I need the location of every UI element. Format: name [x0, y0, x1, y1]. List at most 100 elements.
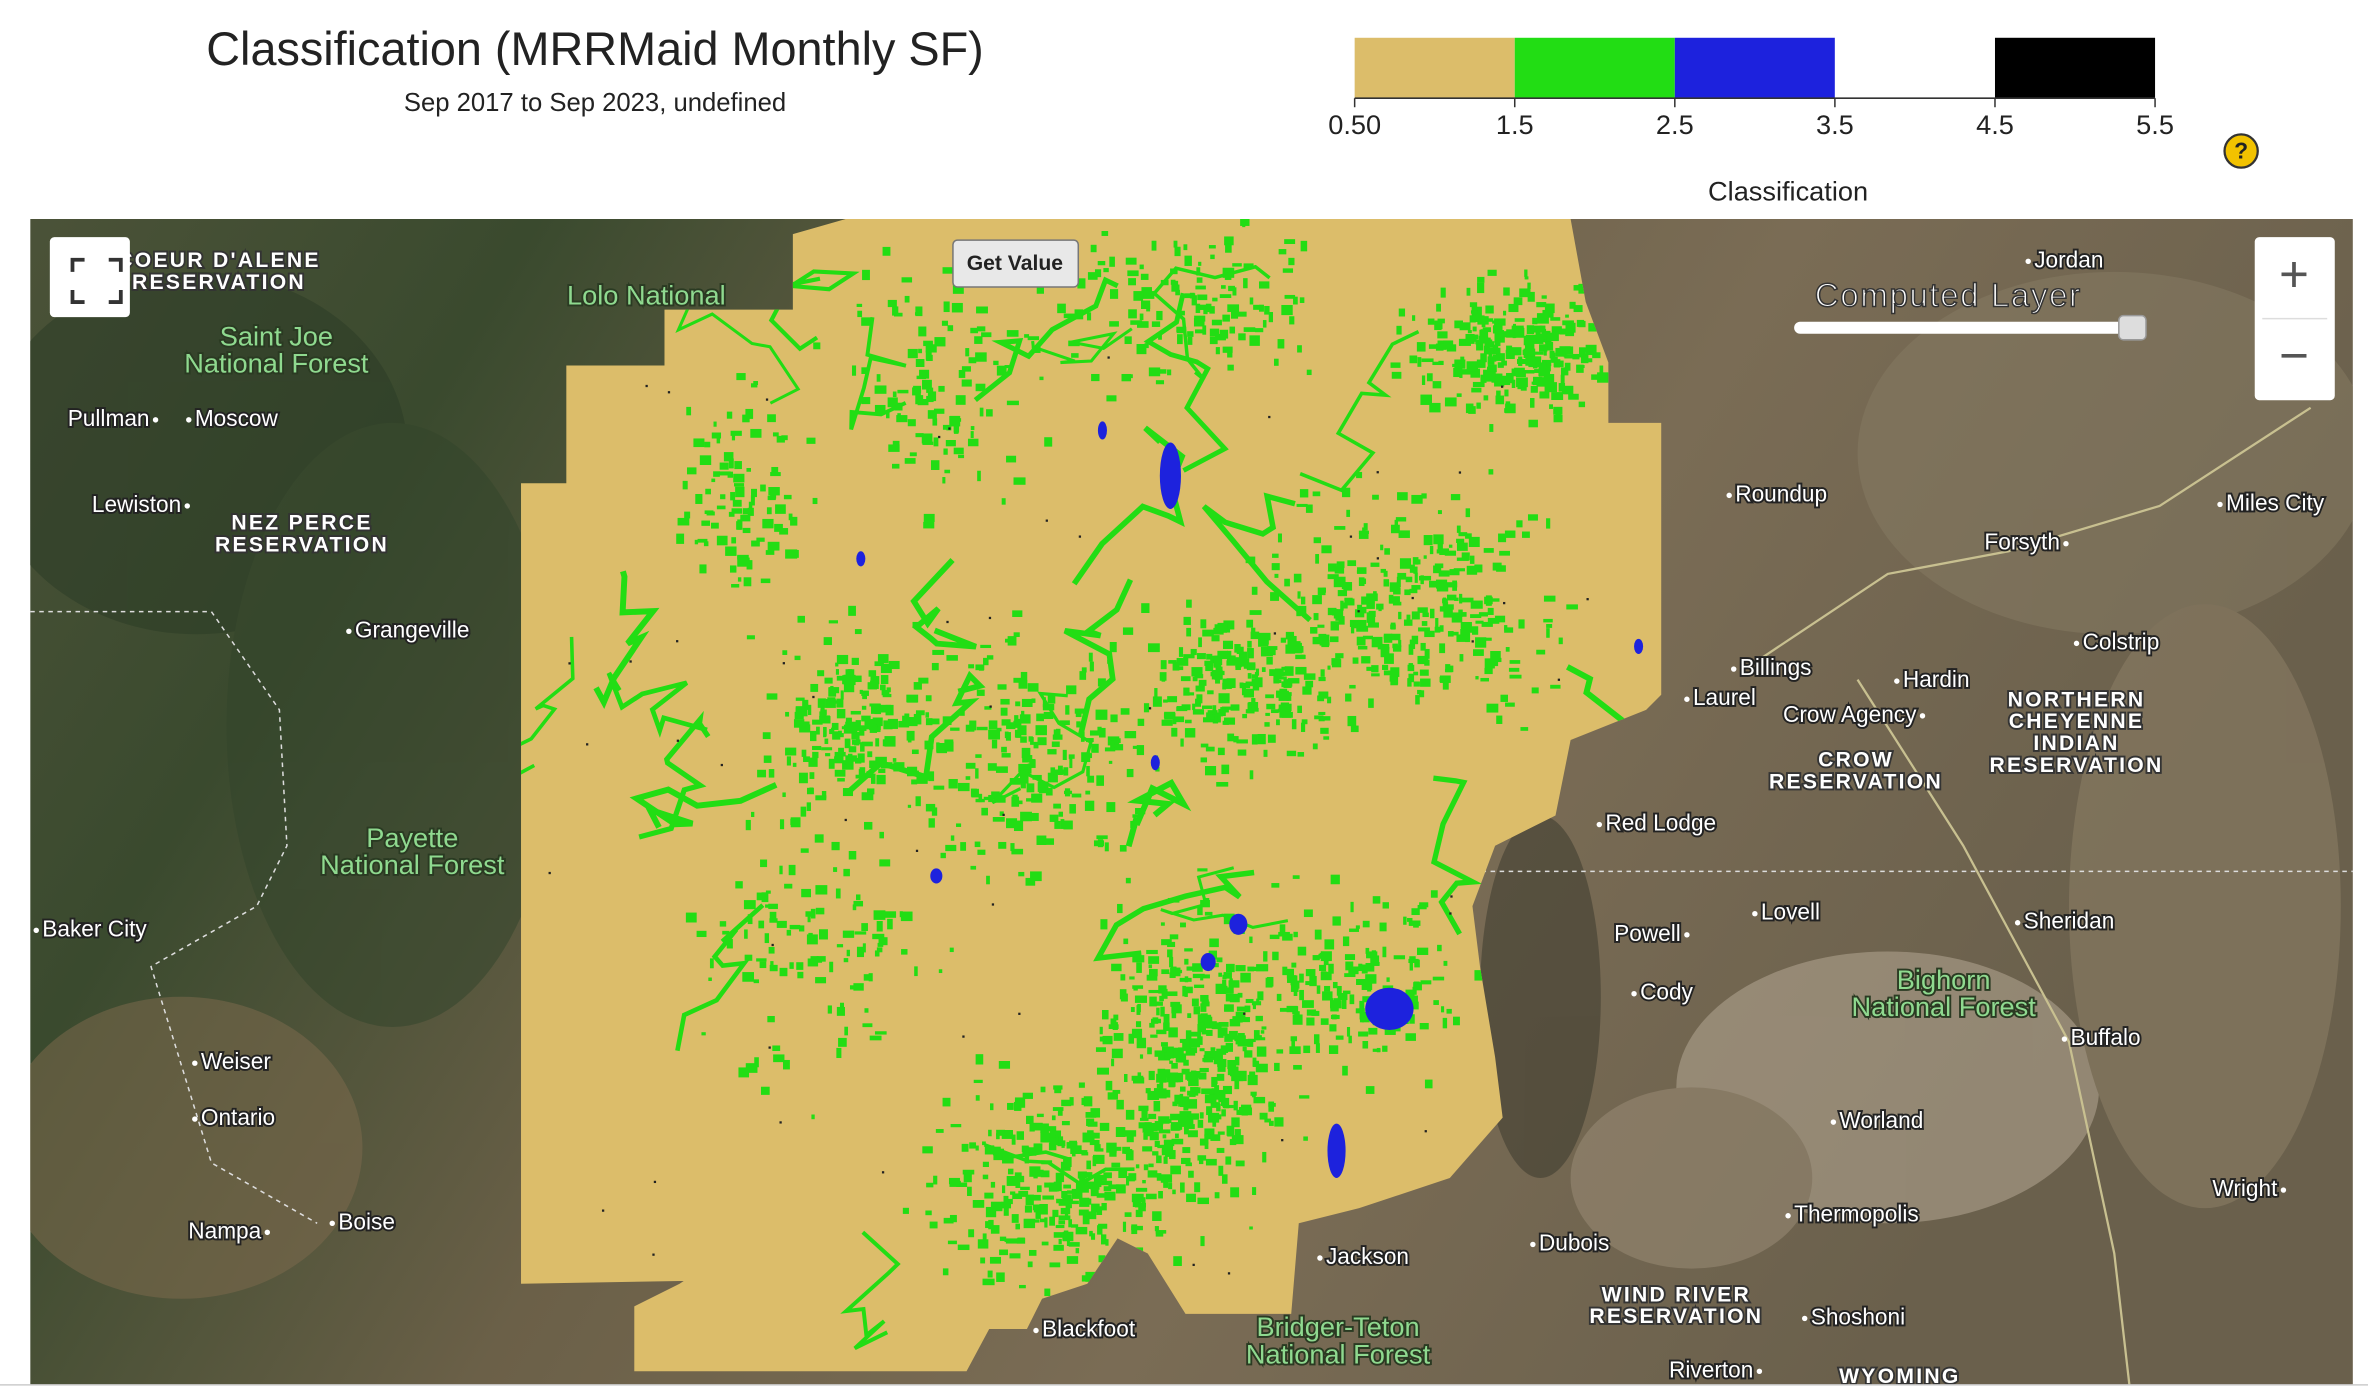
vegetation	[1483, 395, 1489, 401]
get-value-button[interactable]: Get Value	[952, 239, 1080, 288]
vegetation	[1297, 752, 1305, 757]
vegetation	[1055, 1224, 1065, 1229]
vegetation	[1312, 743, 1318, 750]
vegetation	[1071, 1224, 1079, 1228]
vegetation	[854, 629, 862, 635]
vegetation	[716, 535, 728, 546]
vegetation	[1138, 1105, 1149, 1112]
vegetation	[988, 1129, 992, 1137]
vegetation	[1356, 570, 1366, 574]
vegetation	[1327, 574, 1339, 580]
vegetation	[1075, 711, 1082, 718]
colorbar-segment	[1354, 37, 1515, 99]
vegetation	[1033, 1208, 1042, 1213]
vegetation	[1183, 1059, 1189, 1066]
vegetation	[1524, 276, 1529, 280]
vegetation	[699, 455, 712, 465]
vegetation	[1280, 702, 1290, 711]
vegetation	[1205, 1021, 1217, 1028]
vegetation	[876, 921, 883, 932]
water	[1159, 442, 1181, 509]
vegetation	[1181, 1116, 1192, 1125]
vegetation	[980, 1257, 986, 1264]
classification-overlay	[521, 219, 1662, 1372]
vegetation	[1055, 1172, 1065, 1183]
vegetation	[1194, 329, 1205, 334]
vegetation	[760, 1086, 770, 1095]
vegetation	[1519, 288, 1531, 298]
vegetation	[1314, 929, 1322, 940]
vegetation	[856, 303, 863, 307]
zoom-in[interactable]: +	[2279, 245, 2309, 302]
vegetation	[1435, 617, 1439, 629]
vegetation	[751, 811, 755, 818]
vegetation	[1192, 963, 1203, 972]
vegetation	[1428, 344, 1440, 349]
vegetation	[911, 749, 919, 755]
speck	[1424, 1130, 1427, 1133]
vegetation	[1176, 706, 1187, 711]
vegetation	[1297, 345, 1302, 353]
vegetation	[905, 717, 914, 724]
vegetation	[1328, 963, 1334, 974]
vegetation	[1188, 1170, 1194, 1178]
vegetation	[1372, 494, 1379, 500]
vegetation	[1079, 1176, 1086, 1185]
vegetation	[1429, 545, 1434, 555]
vegetation	[923, 340, 933, 347]
vegetation	[1145, 1193, 1157, 1200]
vegetation	[1016, 1131, 1025, 1140]
vegetation	[1058, 1238, 1062, 1245]
speck	[1078, 535, 1082, 538]
vegetation	[1095, 1148, 1104, 1152]
vegetation	[1531, 687, 1539, 694]
vegetation	[1127, 270, 1139, 277]
vegetation	[1251, 627, 1256, 634]
vegetation	[835, 669, 839, 675]
zoom-out[interactable]: −	[2279, 327, 2309, 384]
help-button[interactable]: ?	[2223, 133, 2259, 169]
vegetation	[1140, 300, 1151, 309]
vegetation	[1331, 608, 1338, 616]
vegetation	[1015, 718, 1021, 725]
opacity-slider[interactable]	[1794, 314, 2147, 341]
vegetation	[853, 900, 864, 907]
town-dot	[1033, 1327, 1039, 1334]
vegetation	[1037, 737, 1047, 746]
vegetation	[1259, 1112, 1268, 1120]
vegetation	[1500, 694, 1509, 702]
zoom-control	[2254, 237, 2335, 401]
vegetation	[1234, 1035, 1246, 1042]
vegetation	[1097, 260, 1106, 266]
colorbar-tick-label: 3.5	[1816, 109, 1854, 140]
vegetation	[842, 760, 854, 770]
vegetation	[1202, 325, 1207, 335]
vegetation	[1150, 1034, 1158, 1038]
vegetation	[1093, 1175, 1102, 1186]
vegetation	[1160, 1069, 1171, 1078]
vegetation	[1442, 598, 1448, 604]
fullscreen-button[interactable]	[49, 237, 130, 318]
vegetation	[1408, 644, 1414, 655]
vegetation	[1141, 603, 1150, 614]
vegetation	[676, 533, 685, 544]
vegetation	[786, 756, 791, 766]
vegetation	[1508, 303, 1519, 313]
vegetation	[837, 730, 842, 735]
vegetation	[1032, 1169, 1044, 1177]
vegetation	[1203, 308, 1208, 315]
vegetation	[1020, 811, 1032, 822]
vegetation	[1060, 1207, 1071, 1215]
vegetation	[1063, 767, 1069, 776]
vegetation	[1386, 655, 1394, 660]
vegetation	[1225, 243, 1232, 253]
vegetation	[1197, 1119, 1204, 1128]
vegetation	[1250, 631, 1260, 640]
speck	[548, 871, 551, 875]
vegetation	[779, 528, 789, 535]
get-value-label: Get Value	[967, 252, 1064, 275]
town-label: Forsyth	[1984, 529, 2059, 555]
vegetation	[1065, 705, 1070, 715]
vegetation	[967, 438, 979, 447]
